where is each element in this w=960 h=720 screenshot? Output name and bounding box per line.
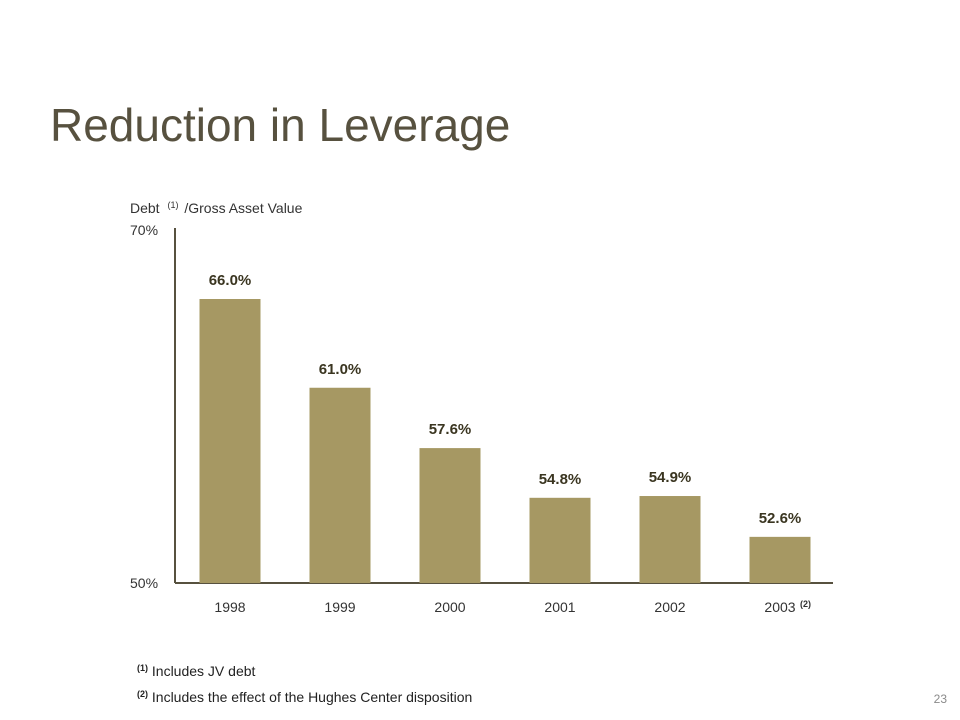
x-tick-label-2003: 2003	[764, 599, 795, 615]
data-label-2000: 57.6%	[429, 421, 472, 438]
data-label-1999: 61.0%	[319, 361, 362, 378]
y-axis-label-main: Debt	[130, 200, 160, 216]
x-tick-label-2001: 2001	[544, 599, 575, 615]
x-tick-label-2002: 2002	[654, 599, 685, 615]
y-tick-label-bottom: 50%	[130, 575, 158, 591]
data-label-2003: 52.6%	[759, 510, 802, 527]
footnote-2-text: Includes the effect of the Hughes Center…	[151, 689, 473, 705]
y-axis-label-marker: (1)	[167, 200, 178, 210]
footnote-1: (1) Includes JV debt	[137, 663, 255, 679]
x-tick-label-1999: 1999	[324, 599, 355, 615]
data-label-2002: 54.9%	[649, 469, 692, 486]
data-label-2001: 54.8%	[539, 471, 582, 488]
bar-2000	[419, 448, 481, 583]
y-axis-label-rest: /Gross Asset Value	[184, 200, 302, 216]
slide-title: Reduction in Leverage	[50, 99, 511, 151]
footnote-2: (2) Includes the effect of the Hughes Ce…	[137, 689, 472, 705]
bar-2001	[529, 497, 591, 583]
x-tick-marker-2003: (2)	[800, 599, 811, 609]
bar-2003	[749, 536, 811, 583]
bars-group: 66.0% 1998 61.0% 1999 57.6% 2000 54.8% 2001 54.9…	[199, 272, 811, 615]
page-number: 23	[933, 692, 947, 706]
bar-1998	[199, 299, 261, 583]
bar-1999	[309, 387, 371, 583]
x-tick-label-1998: 1998	[214, 599, 245, 615]
y-axis-label: Debt (1) /Gross Asset Value	[130, 195, 303, 216]
data-label-1998: 66.0%	[209, 272, 252, 289]
footnote-1-text: Includes JV debt	[151, 663, 256, 679]
x-tick-label-2000: 2000	[434, 599, 465, 615]
bar-2002	[639, 496, 701, 583]
footnote-1-marker: (1)	[137, 663, 148, 673]
footnote-2-marker: (2)	[137, 689, 148, 699]
y-tick-label-top: 70%	[130, 222, 158, 238]
